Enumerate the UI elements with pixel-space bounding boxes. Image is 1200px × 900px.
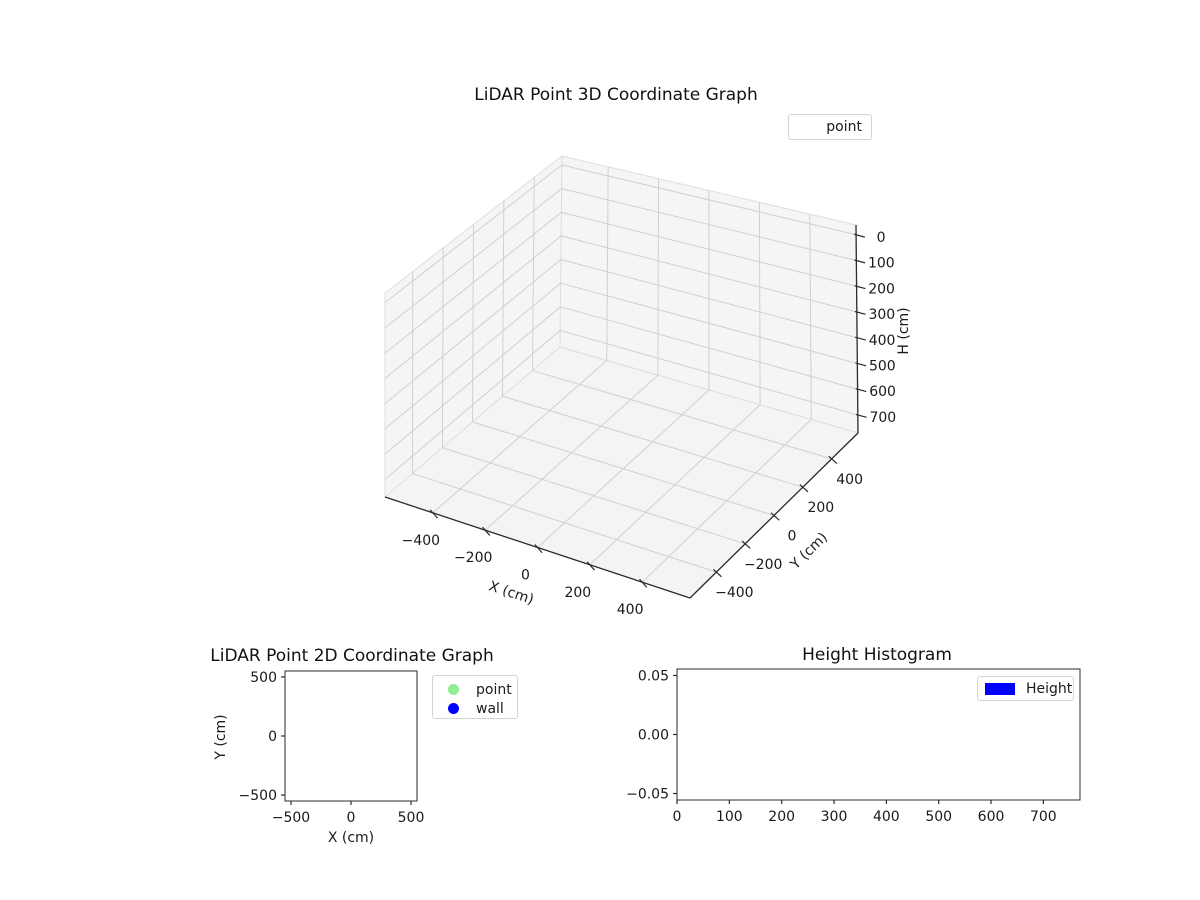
legend-label-point: point <box>476 681 512 698</box>
x-tick-label: 0 <box>521 568 530 584</box>
z-tick-mark <box>854 310 866 315</box>
grid-line-x <box>432 360 608 514</box>
y-tick-label: 400 <box>836 472 863 488</box>
z-tick-mark <box>854 336 866 341</box>
z-tick-label: 200 <box>868 281 895 297</box>
y-tick-label: 0.00 <box>638 728 669 744</box>
y-tick-mark <box>799 484 809 493</box>
grid-line-x <box>589 404 761 566</box>
x-tick-label: 400 <box>873 809 900 825</box>
y-tick-label: −500 <box>239 788 277 804</box>
y-tick-label: 0 <box>788 529 797 545</box>
z-tick-mark <box>854 285 866 290</box>
wall-marker-icon <box>448 703 459 714</box>
x-tick-label: 0 <box>347 810 356 826</box>
x-tick-label: 300 <box>821 809 848 825</box>
x-tick-label: 400 <box>617 602 644 618</box>
grid-line-y <box>441 247 444 448</box>
plot2d-plot-box <box>284 670 418 802</box>
y-tick-mark <box>713 568 722 578</box>
y-tick-mark <box>741 540 751 549</box>
axis-spine-z <box>855 224 859 434</box>
grid-line-x <box>657 178 660 376</box>
x-tick-mark <box>429 509 438 519</box>
legend-label-wall: wall <box>476 700 504 717</box>
z-tick-label: 700 <box>869 410 896 426</box>
grid-line-x <box>537 389 710 548</box>
grid-line-x <box>484 374 659 531</box>
x-tick-label: −200 <box>454 550 492 566</box>
x-tick-label: −400 <box>402 533 440 549</box>
z-tick-mark <box>855 413 867 418</box>
grid-line-y <box>502 200 505 397</box>
x-tick-mark <box>534 544 543 554</box>
grid-line-x <box>809 214 812 420</box>
plot3d-legend: point <box>788 114 872 140</box>
plot3d-title: LiDAR Point 3D Coordinate Graph <box>474 85 758 105</box>
x-tick-mark <box>639 578 648 588</box>
z-tick-label: 300 <box>868 307 895 323</box>
x-axis-label: X (cm) <box>328 830 374 846</box>
y-tick-label: 0 <box>268 729 277 745</box>
z-tick-label: 0 <box>877 230 886 246</box>
z-axis-label: H (cm) <box>896 307 912 354</box>
x-tick-label: 700 <box>1030 809 1057 825</box>
y-tick-label: 500 <box>250 670 277 686</box>
legend-item-height: Height <box>978 677 1073 700</box>
x-tick-label: 100 <box>716 809 743 825</box>
hist-title: Height Histogram <box>802 645 952 665</box>
plot2d-title: LiDAR Point 2D Coordinate Graph <box>210 646 494 666</box>
x-tick-label: 200 <box>564 585 591 601</box>
legend-item-wall: wall <box>433 699 517 718</box>
x-tick-mark <box>586 561 595 571</box>
grid-line-x <box>641 419 812 583</box>
y-axis-label: Y (cm) <box>213 714 229 760</box>
y-tick-label: −0.05 <box>626 787 669 803</box>
z-tick-mark <box>855 388 867 393</box>
legend-label-height: Height <box>1026 680 1073 697</box>
z-tick-label: 600 <box>869 384 896 400</box>
x-tick-label: 0 <box>673 809 682 825</box>
z-tick-label: 100 <box>868 256 895 272</box>
y-tick-label: −400 <box>715 585 753 601</box>
grid-line-x <box>606 166 609 361</box>
legend-item-point: point <box>433 680 517 699</box>
y-tick-mark <box>828 455 838 465</box>
height-bar-marker-icon <box>985 682 1015 695</box>
hist-legend: Height <box>977 676 1074 701</box>
z-tick-mark <box>853 233 865 238</box>
x-tick-label: −500 <box>272 810 310 826</box>
x-tick-mark <box>482 526 491 536</box>
x-tick-label: 200 <box>768 809 795 825</box>
y-tick-mark <box>770 512 780 521</box>
grid-line-x <box>758 202 761 405</box>
y-tick-label: 0.05 <box>638 668 669 684</box>
plot2d-legend: point wall <box>432 675 518 719</box>
x-tick-label: 500 <box>925 809 952 825</box>
grid-line-y <box>472 224 474 423</box>
x-tick-label: 600 <box>978 809 1005 825</box>
z-tick-label: 400 <box>869 333 896 349</box>
x-tick-label: 500 <box>398 810 425 826</box>
grid-line-y <box>532 177 535 371</box>
plot3d-legend-label: point <box>826 119 862 135</box>
point-marker-icon <box>448 684 459 695</box>
y-tick-label: −200 <box>744 557 782 573</box>
z-tick-mark <box>855 362 867 367</box>
z-tick-label: 500 <box>869 358 896 374</box>
z-tick-mark <box>854 259 866 264</box>
y-tick-label: 200 <box>807 500 834 516</box>
